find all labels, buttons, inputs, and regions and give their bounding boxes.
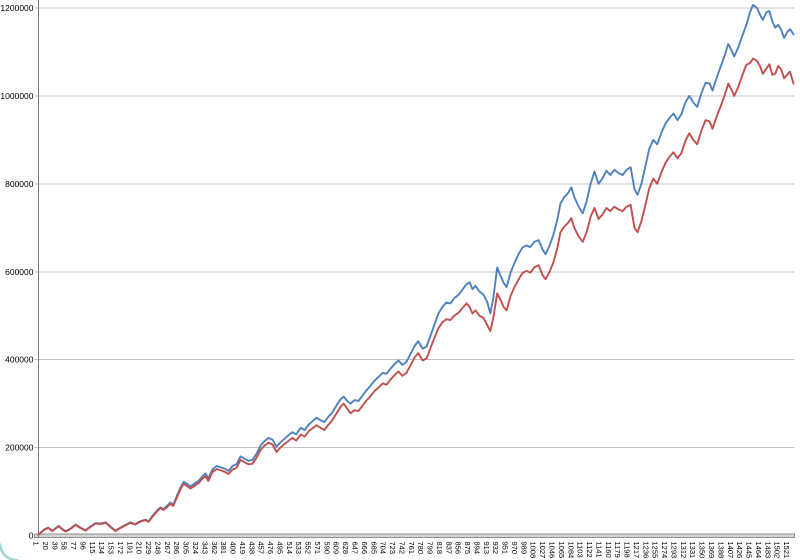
x-tick-label: 1312 bbox=[679, 542, 688, 559]
y-tick-label: 1200000 bbox=[0, 3, 33, 13]
y-axis-labels: 0 200000 400000 600000 800000 1000000 1200000 bbox=[0, 3, 33, 541]
x-tick-label: 989 bbox=[519, 542, 528, 555]
x-tick-label: 1331 bbox=[688, 542, 697, 559]
x-tick-label: 1407 bbox=[726, 542, 735, 559]
x-tick-label: 134 bbox=[97, 542, 106, 555]
x-tick-label: 723 bbox=[388, 542, 397, 555]
x-tick-label: 1521 bbox=[782, 542, 791, 559]
x-tick-label: 39 bbox=[50, 542, 59, 550]
x-tick-label: 590 bbox=[322, 542, 331, 555]
series-red-line bbox=[37, 57, 795, 536]
y-tick-label: 800000 bbox=[5, 179, 34, 189]
x-tick-label: 704 bbox=[379, 542, 388, 555]
x-tick-label: 1027 bbox=[538, 542, 547, 559]
x-tick-label: 381 bbox=[219, 542, 228, 555]
series-2-red bbox=[37, 57, 795, 536]
x-tick-label: 476 bbox=[266, 542, 275, 555]
x-tick-label: 913 bbox=[482, 542, 491, 555]
x-tick-label: 1160 bbox=[604, 542, 613, 558]
x-tick-label: 343 bbox=[200, 542, 209, 555]
x-tick-label: 818 bbox=[435, 542, 444, 555]
x-tick-label: 1141 bbox=[594, 542, 603, 558]
x-tick-label: 58 bbox=[60, 542, 69, 550]
x-tick-label: 419 bbox=[238, 542, 247, 555]
x-tick-label: 666 bbox=[360, 542, 369, 555]
x-tick-label: 1084 bbox=[566, 542, 575, 559]
x-tick-label: 742 bbox=[397, 542, 406, 555]
x-tick-label: 172 bbox=[116, 542, 125, 555]
x-tick-label: 970 bbox=[510, 542, 519, 555]
x-tick-label: 400 bbox=[229, 542, 238, 555]
x-tick-label: 267 bbox=[163, 542, 172, 555]
x-axis-bar bbox=[34, 533, 795, 538]
x-tick-label: 647 bbox=[350, 542, 359, 555]
x-tick-label: 761 bbox=[407, 542, 416, 555]
x-tick-label: 96 bbox=[78, 542, 87, 550]
x-tick-label: 248 bbox=[153, 542, 162, 555]
x-tick-label: 1388 bbox=[716, 542, 725, 559]
x-tick-label: 324 bbox=[191, 542, 200, 555]
x-tick-label: 1483 bbox=[763, 542, 772, 559]
series-blue-line bbox=[37, 3, 795, 536]
x-tick-label: 932 bbox=[491, 542, 500, 555]
x-tick-label: 286 bbox=[172, 542, 181, 555]
x-tick-label: 1502 bbox=[773, 542, 782, 559]
x-tick-label: 894 bbox=[472, 542, 481, 555]
x-tick-label: 210 bbox=[135, 542, 144, 555]
x-tick-label: 1217 bbox=[632, 542, 641, 559]
x-tick-label: 1046 bbox=[548, 542, 557, 559]
x-tick-label: 1274 bbox=[660, 542, 669, 559]
x-tick-label: 951 bbox=[501, 542, 510, 555]
y-tick-label: 600000 bbox=[5, 267, 34, 277]
x-tick-label: 438 bbox=[247, 542, 256, 555]
x-tick-label: 1065 bbox=[557, 542, 566, 559]
x-tick-label: 780 bbox=[416, 542, 425, 555]
y-tick-label: 200000 bbox=[5, 443, 34, 453]
x-tick-label: 1369 bbox=[707, 542, 716, 559]
y-tick-label: 0 bbox=[29, 531, 34, 541]
y-gridlines bbox=[34, 7, 795, 536]
x-tick-label: 457 bbox=[257, 542, 266, 555]
x-tick-label: 856 bbox=[454, 542, 463, 555]
x-tick-label: 1293 bbox=[669, 542, 678, 559]
x-tick-label: 191 bbox=[125, 542, 134, 555]
x-tick-label: 1464 bbox=[754, 542, 763, 559]
x-tick-label: 153 bbox=[107, 542, 116, 555]
x-tick-label: 685 bbox=[369, 542, 378, 555]
x-tick-label: 609 bbox=[332, 542, 341, 555]
x-tick-label: 20 bbox=[41, 542, 50, 550]
x-tick-label: 362 bbox=[210, 542, 219, 555]
y-tick-label: 1000000 bbox=[0, 91, 33, 101]
x-tick-label: 1255 bbox=[651, 542, 660, 559]
x-tick-label: 305 bbox=[182, 542, 191, 555]
y-tick-label: 400000 bbox=[5, 355, 34, 365]
x-tick-label: 837 bbox=[444, 542, 453, 555]
x-tick-label: 514 bbox=[285, 542, 294, 555]
x-tick-label: 571 bbox=[313, 542, 322, 555]
x-tick-label: 1236 bbox=[641, 542, 650, 559]
x-tick-label: 495 bbox=[275, 542, 284, 555]
x-tick-label: 1008 bbox=[529, 542, 538, 559]
x-tick-label: 1179 bbox=[613, 542, 622, 558]
x-tick-label: 533 bbox=[294, 542, 303, 555]
x-tick-label: 552 bbox=[304, 542, 313, 555]
x-tick-label: 1 bbox=[32, 542, 41, 546]
x-tick-label: 1445 bbox=[745, 542, 754, 559]
x-tick-label: 229 bbox=[144, 542, 153, 555]
x-tick-label: 77 bbox=[69, 542, 78, 550]
series-1-blue bbox=[37, 3, 795, 536]
x-tick-label: 115 bbox=[88, 542, 97, 554]
x-tick-label: 1426 bbox=[735, 542, 744, 559]
x-axis-labels: 1 20 39 58 77 96 115 134 153 172 191 210 229 248 267 28… bbox=[32, 542, 792, 559]
x-tick-label: 1350 bbox=[698, 542, 707, 559]
x-tick-label: 799 bbox=[426, 542, 435, 555]
x-tick-label: 628 bbox=[341, 542, 350, 555]
x-tick-label: 1122 bbox=[585, 542, 594, 558]
x-tick-label: 875 bbox=[463, 542, 472, 555]
x-tick-label: 1198 bbox=[623, 542, 632, 558]
x-tick-label: 1103 bbox=[576, 542, 585, 558]
corner-accent-arc bbox=[0, 543, 20, 560]
